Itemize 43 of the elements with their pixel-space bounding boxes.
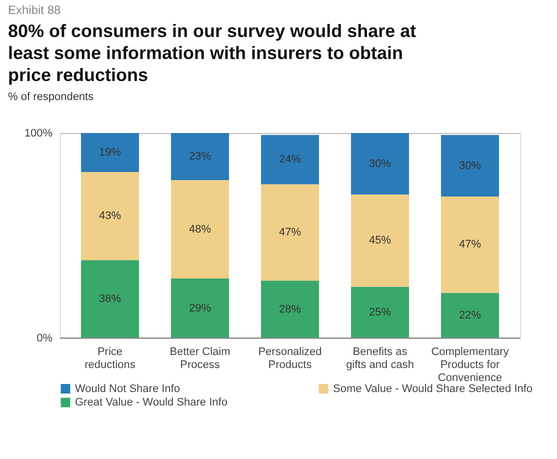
bar	[441, 196, 499, 293]
bar	[81, 260, 139, 338]
legend-label: Would Not Share Info	[75, 382, 180, 395]
chart-title: 80% of consumers in our survey would share at least some information with insurers to obtain price reductions	[8, 21, 416, 85]
bar	[351, 133, 409, 194]
data-label: 43%	[98, 210, 122, 222]
y-tick-label: 0%	[36, 332, 53, 344]
data-label: 23%	[188, 150, 212, 163]
data-label: 45%	[368, 234, 392, 247]
bar	[351, 286, 409, 338]
data-label: 25%	[368, 306, 392, 318]
x-tick-label: Complementary Products for Convenience	[431, 346, 510, 384]
bar	[81, 172, 139, 260]
data-label: 28%	[278, 303, 302, 316]
x-tick-label: Benefits as gifts and cash	[346, 346, 414, 371]
x-tick-label: Price reductions	[84, 346, 136, 371]
bar	[81, 133, 139, 172]
data-label: 30%	[368, 158, 392, 170]
data-label: 47%	[458, 238, 482, 251]
legend-label: Some Value - Would Share Selected Info	[333, 382, 533, 395]
bar	[441, 292, 499, 338]
data-label: 22%	[458, 309, 482, 322]
bar	[171, 278, 229, 338]
data-label: 29%	[188, 302, 212, 314]
text: Exhibit 88	[8, 3, 62, 17]
bar	[351, 194, 409, 287]
data-label: 47%	[278, 226, 302, 238]
bar	[261, 184, 319, 281]
bar	[171, 180, 229, 279]
y-tick-label: 100%	[24, 128, 53, 140]
legend-label: Great Value - Would Share Info	[75, 396, 228, 408]
data-label: 48%	[188, 223, 212, 236]
x-tick-label: Better Claim Process	[170, 346, 230, 371]
x-tick-label: Personalized Products	[258, 346, 322, 371]
data-label: 24%	[278, 154, 302, 166]
y-axis-title: % of respondents	[8, 91, 94, 103]
data-label: 30%	[458, 160, 482, 172]
data-label: 19%	[98, 146, 122, 158]
bar	[171, 133, 229, 180]
bar	[441, 135, 499, 197]
bar	[261, 135, 319, 184]
bar	[261, 280, 319, 338]
data-label: 38%	[98, 293, 122, 306]
